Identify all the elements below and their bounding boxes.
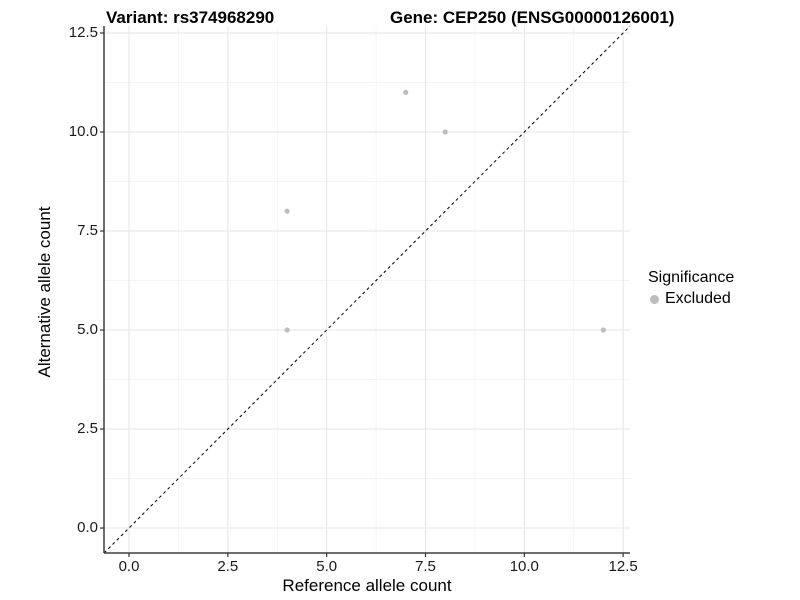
x-tick-label: 2.5 — [217, 558, 239, 575]
y-tick-label: 0.0 — [77, 519, 98, 536]
excluded-point-icon — [650, 294, 659, 304]
y-tick-label: 7.5 — [77, 222, 98, 239]
y-tick-label: 2.5 — [77, 420, 98, 437]
y-tick-label: 12.5 — [68, 24, 98, 41]
x-tick-label: 5.0 — [316, 558, 338, 575]
identity-reference-line — [103, 25, 631, 554]
y-axis-title: Alternative allele count — [35, 206, 54, 378]
legend: Significance Excluded — [648, 268, 734, 308]
x-tick-label: 0.0 — [118, 558, 140, 575]
legend-item-label: Excluded — [665, 290, 731, 307]
data-point — [600, 327, 606, 333]
data-point — [284, 208, 290, 214]
y-tick-label: 10.0 — [68, 123, 98, 140]
plot-title-gene: Gene: CEP250 (ENSG00000126001) — [390, 8, 675, 27]
x-tick-label: 12.5 — [608, 558, 638, 575]
legend-title: Significance — [648, 269, 735, 286]
data-point — [403, 89, 409, 96]
data-point — [442, 129, 448, 135]
x-tick-label: 10.0 — [509, 558, 539, 575]
data-point — [284, 327, 290, 333]
y-tick-label: 5.0 — [77, 321, 98, 338]
plot-title-variant: Variant: rs374968290 — [106, 8, 275, 27]
x-axis-title: Reference allele count — [282, 576, 452, 595]
x-tick-label: 7.5 — [415, 558, 436, 575]
legend-item-excluded: Excluded — [648, 290, 734, 308]
